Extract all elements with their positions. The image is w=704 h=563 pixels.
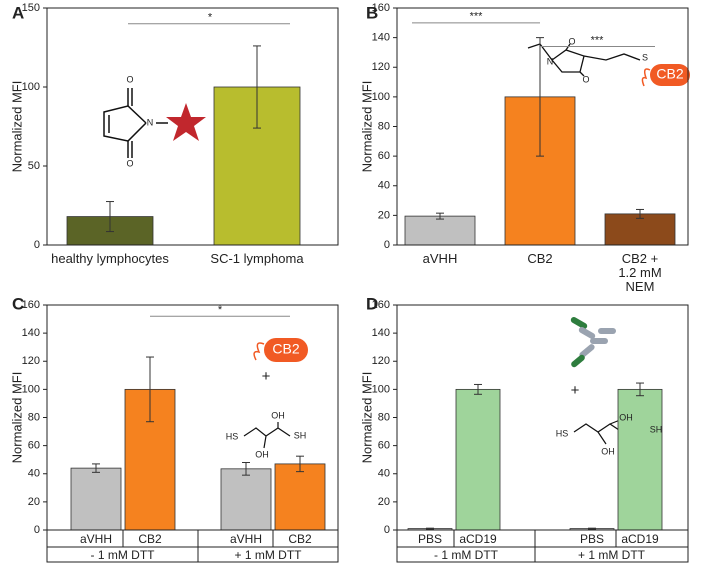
x-tick-label: SC-1 lymphoma xyxy=(210,251,304,266)
structure-label: OH xyxy=(601,446,615,456)
nem-structure xyxy=(527,43,641,77)
y-tick-label: 160 xyxy=(22,299,40,311)
y-tick-label: 80 xyxy=(28,411,40,423)
y-tick-label: 160 xyxy=(372,299,390,311)
y-tick-label: 120 xyxy=(372,355,390,367)
y-tick-label: 60 xyxy=(378,150,390,162)
antibody-icon xyxy=(570,317,616,368)
y-tick-label: 60 xyxy=(28,440,40,452)
panel-letter: D xyxy=(366,294,378,313)
y-tick-label: 140 xyxy=(372,32,390,44)
x-tick-label: aVHH xyxy=(79,532,113,546)
structure-label: + xyxy=(571,382,580,399)
y-tick-label: 20 xyxy=(378,209,390,221)
structure-label: O xyxy=(582,74,589,84)
cb2-icon-b xyxy=(641,64,690,87)
structure-label: O xyxy=(126,74,133,84)
y-tick-label: 100 xyxy=(22,383,40,395)
y-tick-label: 20 xyxy=(378,496,390,508)
group-label: - 1 mM DTT xyxy=(434,548,498,562)
group-label: + 1 mM DTT xyxy=(577,548,646,562)
y-tick-label: 80 xyxy=(378,120,390,132)
x-tick-label: aVHH xyxy=(422,251,458,266)
maleimide-structure xyxy=(103,88,168,158)
y-tick-label: 40 xyxy=(28,468,40,480)
y-tick-label: 150 xyxy=(22,2,40,14)
x-tick-label: healthy lymphocytes xyxy=(51,251,169,266)
panel-letter: B xyxy=(366,3,378,22)
x-tick-label: CB2 xyxy=(527,251,553,266)
x-tick-label: aCD19 xyxy=(621,532,659,546)
significance-label: * xyxy=(218,304,223,316)
structure-label: CB2 xyxy=(272,341,299,357)
y-tick-label: 120 xyxy=(372,61,390,73)
x-tick-label: aCD19 xyxy=(459,532,497,546)
y-tick-label: 140 xyxy=(372,327,390,339)
y-tick-label: 60 xyxy=(378,440,390,452)
y-axis-label: Normalized MFI xyxy=(9,372,24,464)
plot-frame xyxy=(396,7,689,246)
significance-label: *** xyxy=(470,11,484,23)
y-tick-label: 40 xyxy=(378,468,390,480)
y-axis-label: Normalized MFI xyxy=(359,81,374,173)
cb2-icon-c xyxy=(253,338,308,362)
significance-label: *** xyxy=(591,34,605,46)
table-frame xyxy=(396,529,689,563)
group-label: - 1 mM DTT xyxy=(90,548,155,562)
y-tick-label: 0 xyxy=(34,239,40,251)
table-frame xyxy=(46,529,339,563)
star xyxy=(166,103,206,141)
y-tick-label: 120 xyxy=(22,355,40,367)
group-label: + 1 mM DTT xyxy=(234,548,302,562)
y-tick-label: 140 xyxy=(22,327,40,339)
y-tick-label: 100 xyxy=(22,81,40,93)
bar xyxy=(404,215,476,246)
structure-label: S xyxy=(642,52,648,62)
x-tick-label: aVHH xyxy=(229,532,263,546)
y-axis-label: Normalized MFI xyxy=(359,372,374,464)
structure-label: HS xyxy=(226,431,239,441)
structure-label: N xyxy=(547,56,554,66)
y-axis-label: Normalized MFI xyxy=(9,81,24,173)
y-tick-label: 20 xyxy=(28,496,40,508)
structure-label: OH xyxy=(271,410,285,420)
panel-letter: C xyxy=(12,294,24,313)
structure-label: O xyxy=(126,158,133,168)
y-tick-label: 0 xyxy=(384,524,390,536)
significance-label: * xyxy=(208,12,213,24)
x-tick-label: CB2 xyxy=(138,532,162,546)
bar xyxy=(604,213,676,246)
structure-label: OH xyxy=(255,449,269,459)
y-tick-label: 0 xyxy=(34,524,40,536)
bar xyxy=(70,467,122,531)
plot-frame xyxy=(46,7,339,246)
panel-letter: A xyxy=(12,3,24,22)
y-tick-label: 40 xyxy=(378,180,390,192)
x-tick-label: PBS xyxy=(417,532,443,546)
bar xyxy=(274,463,326,531)
y-tick-label: 80 xyxy=(378,411,390,423)
y-tick-label: 50 xyxy=(28,160,40,172)
structure-label: SH xyxy=(294,430,307,440)
structure-label: N xyxy=(147,117,154,127)
y-tick-label: 0 xyxy=(384,239,390,251)
structure-label: O xyxy=(568,36,575,46)
x-tick-label: CB2 xyxy=(288,532,312,546)
structure-label: HS xyxy=(556,428,569,438)
bar xyxy=(617,388,663,531)
bar xyxy=(455,388,501,531)
structure-label: OH xyxy=(619,412,633,422)
y-tick-label: 100 xyxy=(372,383,390,395)
structure-label: CB2 xyxy=(656,66,683,82)
structure-label: SH xyxy=(650,424,663,434)
bar xyxy=(220,468,272,531)
y-tick-label: 100 xyxy=(372,91,390,103)
y-tick-label: 160 xyxy=(372,2,390,14)
structure-label: + xyxy=(262,368,271,385)
x-tick-label: PBS xyxy=(579,532,605,546)
x-tick-label: CB2 + 1.2 mM NEM xyxy=(618,251,662,294)
